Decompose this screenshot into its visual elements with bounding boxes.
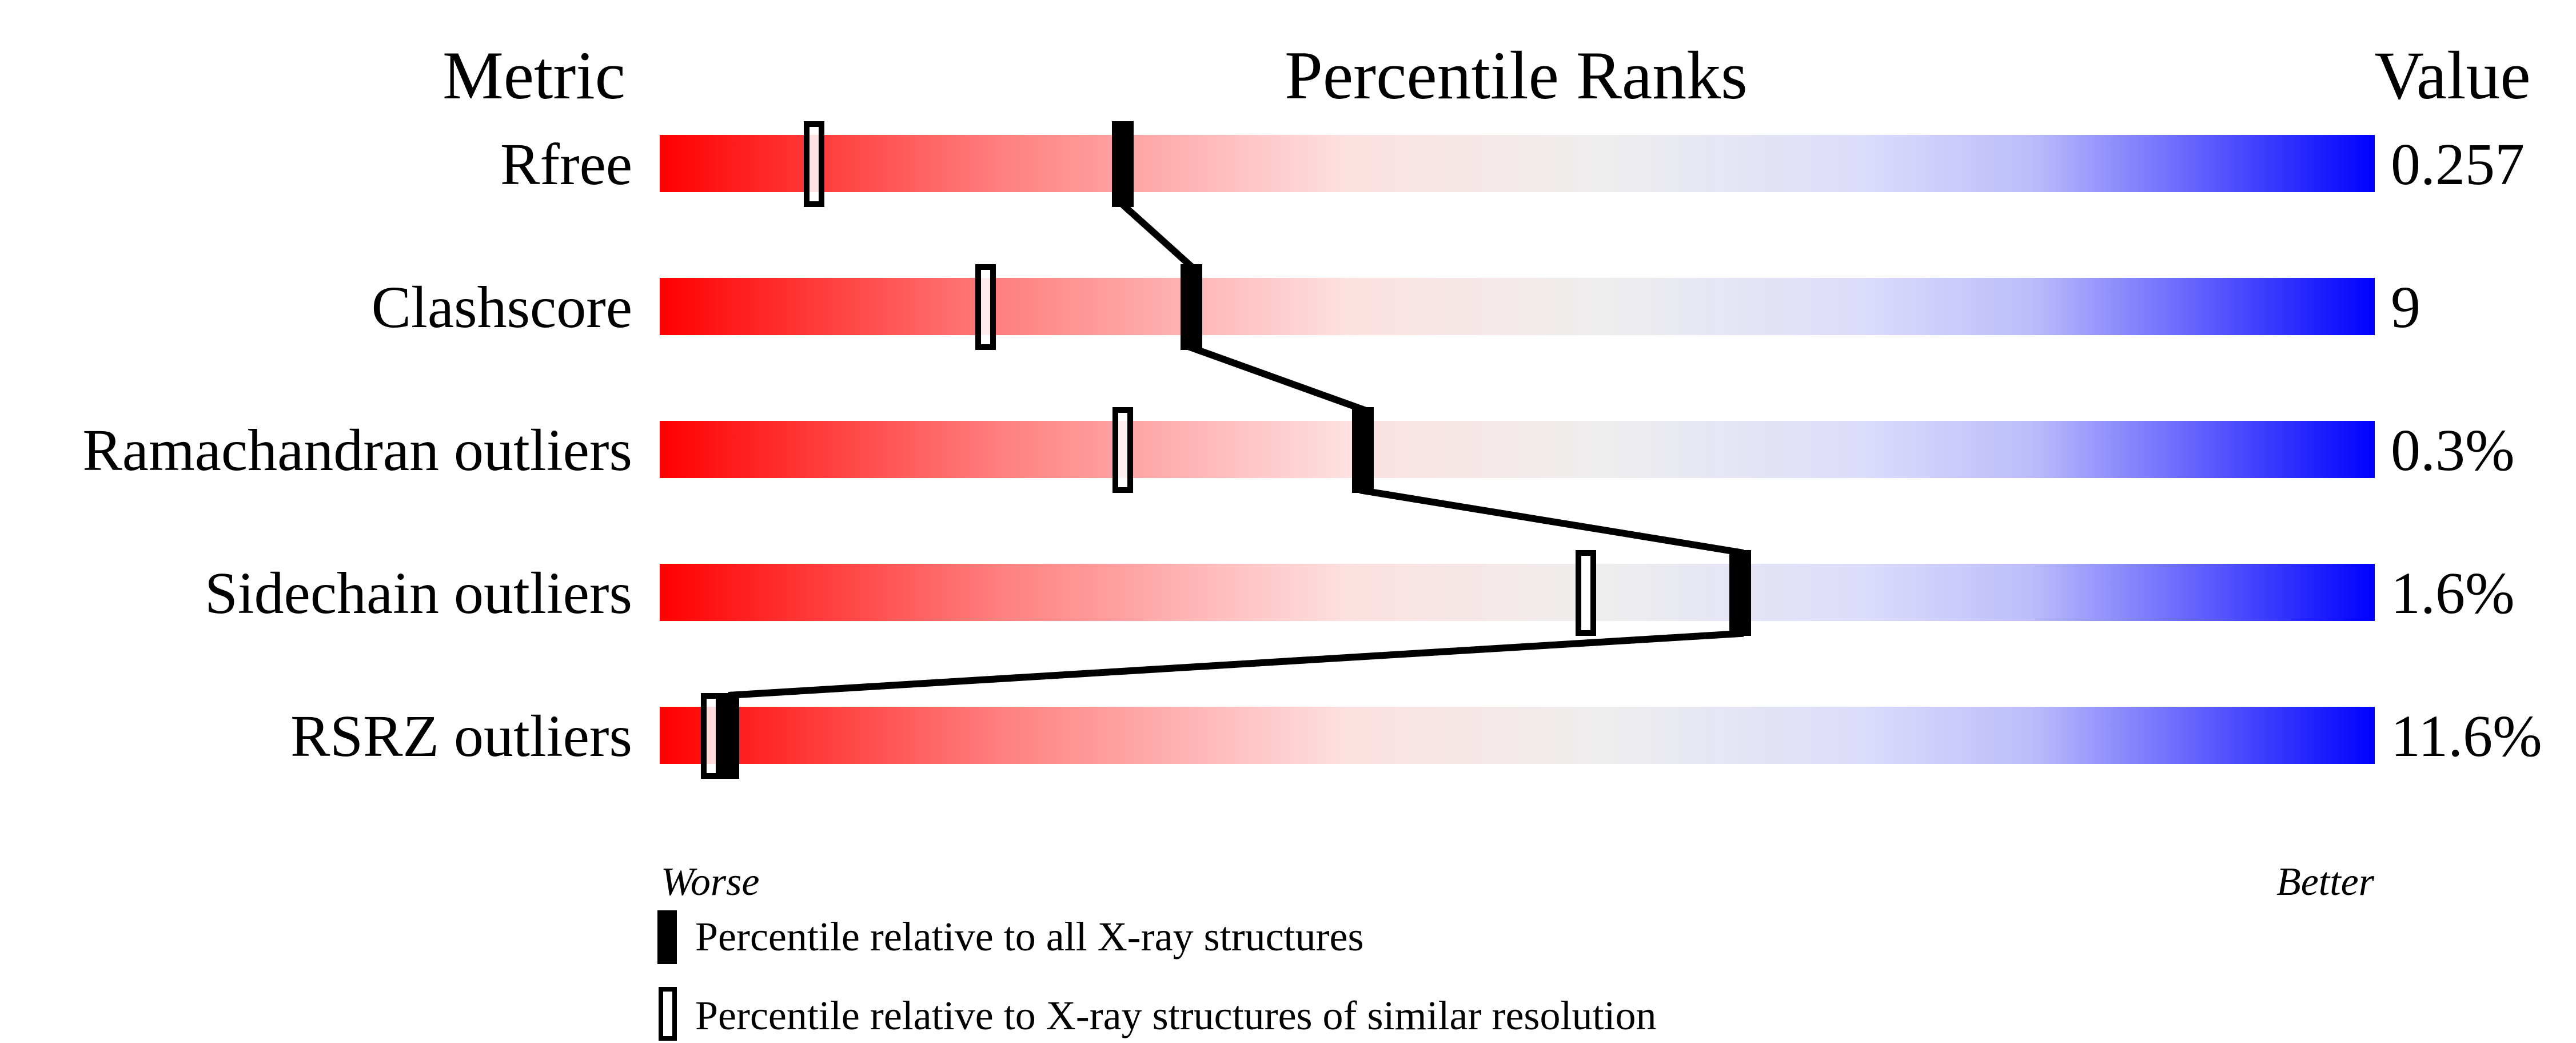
- header-value: Value: [2374, 37, 2530, 113]
- metric-label: Sidechain outliers: [205, 560, 632, 626]
- axis-better-label: Better: [2276, 860, 2375, 904]
- percentile-similar-marker: [804, 121, 824, 207]
- percentile-all-marker: [1112, 121, 1134, 207]
- metric-row: Rfree 0.257: [500, 132, 2525, 197]
- percentile-similar-marker: [1112, 407, 1133, 493]
- metric-row: Sidechain outliers 1.6%: [205, 560, 2515, 626]
- metric-label: Clashscore: [372, 274, 632, 340]
- metric-value: 11.6%: [2391, 703, 2542, 769]
- legend-open-label: Percentile relative to X-ray structures …: [695, 993, 1656, 1038]
- metric-value: 0.3%: [2391, 417, 2515, 483]
- percentile-similar-marker: [975, 264, 996, 350]
- percentile-all-marker: [1181, 264, 1202, 350]
- metric-row: RSRZ outliers 11.6%: [290, 703, 2542, 769]
- percentile-similar-marker: [1576, 550, 1596, 636]
- metric-value: 9: [2391, 274, 2421, 340]
- percentile-bar: [660, 707, 2375, 764]
- metric-label: RSRZ outliers: [290, 703, 632, 769]
- axis-worse-label: Worse: [661, 860, 759, 904]
- percentile-bar: [660, 564, 2375, 621]
- metric-value: 0.257: [2391, 132, 2525, 197]
- metric-row: Ramachandran outliers 0.3%: [82, 417, 2514, 483]
- percentile-bar: [660, 278, 2375, 335]
- legend-filled-marker: [657, 910, 677, 964]
- legend-open-marker: [659, 987, 677, 1041]
- header-percentile: Percentile Ranks: [1285, 37, 1748, 113]
- metric-value: 1.6%: [2391, 560, 2515, 626]
- percentile-all-marker: [1352, 407, 1374, 493]
- metric-label: Ramachandran outliers: [82, 417, 632, 483]
- metric-row: Clashscore 9: [372, 274, 2421, 340]
- header-metric: Metric: [442, 37, 625, 113]
- metric-label: Rfree: [500, 132, 632, 197]
- percentile-bar: [660, 421, 2375, 478]
- percentile-similar-marker: [701, 693, 721, 779]
- legend-filled-label: Percentile relative to all X-ray structu…: [695, 914, 1364, 960]
- percentile-all-marker: [717, 693, 739, 779]
- percentile-all-marker: [1729, 550, 1751, 636]
- percentile-bar: [660, 135, 2375, 192]
